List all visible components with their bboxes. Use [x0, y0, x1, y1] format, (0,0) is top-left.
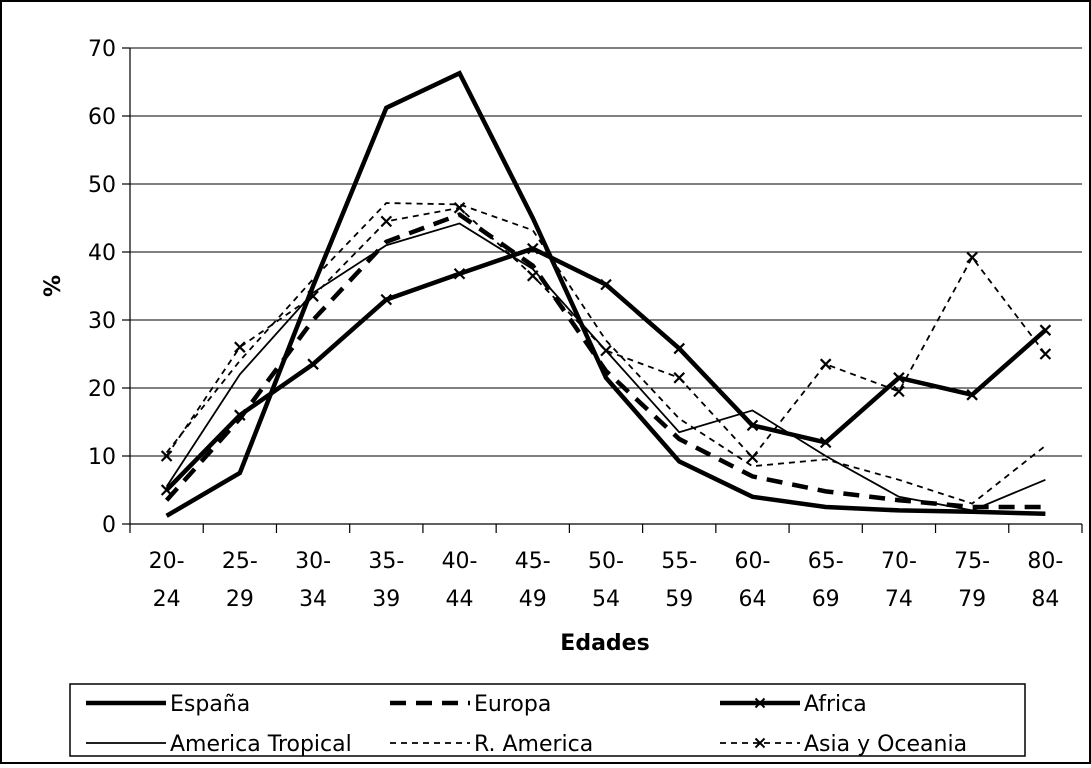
x-marker	[600, 278, 612, 291]
x-marker	[893, 385, 905, 398]
x-tick-label: 59	[665, 587, 693, 612]
x-marker	[819, 358, 832, 370]
x-tick-label: 79	[958, 587, 986, 612]
x-marker	[966, 389, 978, 401]
x-tick-label: 35-	[368, 549, 404, 574]
axes: 0 10 20 30 40 50 60 70 20- 24 25- 29 30- 34 35- 39 40- 44…	[88, 37, 1083, 612]
x-tick-label: 54	[592, 587, 620, 612]
x-tick-label: 29	[226, 587, 254, 612]
legend-label: R. America	[474, 732, 593, 757]
x-marker	[307, 290, 319, 302]
x-tick-label: 64	[738, 587, 766, 612]
gridlines	[130, 47, 1082, 457]
x-axis-title: Edades	[560, 631, 649, 656]
legend-item: R. America	[390, 732, 593, 757]
x-tick-label: 75-	[954, 549, 990, 574]
x-marker	[600, 344, 612, 357]
x-marker	[453, 267, 466, 280]
legend-item: America Tropical	[86, 732, 352, 757]
y-tick-label: 50	[88, 173, 116, 198]
x-tick-label: 65-	[808, 549, 844, 574]
x-marker	[234, 409, 246, 421]
x-tick-label: 70-	[881, 549, 917, 574]
x-marker	[746, 419, 759, 432]
series-line	[165, 70, 1046, 518]
legend-box	[69, 683, 1026, 757]
x-tick-label: 69	[812, 587, 840, 612]
series-line	[165, 202, 1046, 505]
series-asia-y-oceania	[160, 202, 1052, 464]
x-marker	[526, 242, 539, 255]
y-tick-label: 10	[88, 445, 116, 470]
x-tick-label: 50-	[588, 549, 624, 574]
series-europa	[164, 212, 1046, 510]
x-marker	[673, 342, 686, 355]
x-tick-label: 45-	[515, 549, 551, 574]
legend-item: Asia y Oceania	[720, 732, 967, 757]
x-tick-label: 20-	[149, 549, 185, 574]
y-tick-label: 60	[88, 105, 116, 130]
x-tick-label: 24	[153, 587, 181, 612]
y-tick-label: 30	[88, 309, 116, 334]
legend-item: Europa	[390, 692, 551, 717]
legend-label: America Tropical	[170, 732, 352, 757]
x-tick-label: 60-	[734, 549, 770, 574]
y-tick-label: 20	[88, 377, 116, 402]
x-marker	[307, 358, 319, 370]
series-lines	[160, 70, 1052, 518]
x-marker	[746, 451, 759, 464]
legend: España Europa Africa America Tropical R. Ame…	[69, 683, 1026, 757]
x-tick-label: 49	[519, 587, 547, 612]
y-axis-title: %	[41, 275, 66, 297]
x-marker	[526, 270, 539, 282]
x-marker	[966, 251, 978, 264]
legend-item: Africa	[720, 692, 867, 717]
x-marker	[160, 450, 173, 462]
series-line	[164, 212, 1046, 510]
x-marker	[819, 436, 832, 449]
y-tick-label: 0	[102, 513, 116, 538]
x-marker	[893, 372, 905, 384]
x-tick-label: 44	[446, 587, 474, 612]
series-r-america	[165, 202, 1046, 505]
x-tick-label: 39	[372, 587, 400, 612]
legend-label: España	[170, 692, 250, 717]
x-tick-label: 25-	[222, 549, 258, 574]
x-marker	[380, 215, 393, 228]
y-tick-label: 70	[88, 37, 116, 62]
x-marker	[673, 372, 686, 384]
legend-item: España	[86, 692, 250, 717]
x-marker	[160, 484, 173, 496]
x-marker	[754, 737, 766, 749]
x-marker	[1039, 324, 1052, 336]
x-tick-label: 84	[1031, 587, 1059, 612]
x-marker	[754, 697, 766, 709]
x-tick-label: 80-	[1027, 549, 1063, 574]
x-tick-label: 55-	[661, 549, 697, 574]
x-marker	[1039, 348, 1052, 360]
series-espa-a	[165, 70, 1046, 518]
x-marker	[234, 341, 246, 353]
x-tick-label: 30-	[295, 549, 331, 574]
x-marker	[453, 202, 466, 214]
y-tick-label: 40	[88, 241, 116, 266]
x-tick-label: 40-	[442, 549, 478, 574]
x-marker	[380, 293, 393, 306]
legend-label: Africa	[804, 692, 867, 717]
x-tick-label: 74	[885, 587, 913, 612]
legend-label: Asia y Oceania	[804, 732, 967, 757]
legend-label: Europa	[474, 692, 551, 717]
x-tick-label: 34	[299, 587, 327, 612]
series-africa	[160, 242, 1052, 496]
